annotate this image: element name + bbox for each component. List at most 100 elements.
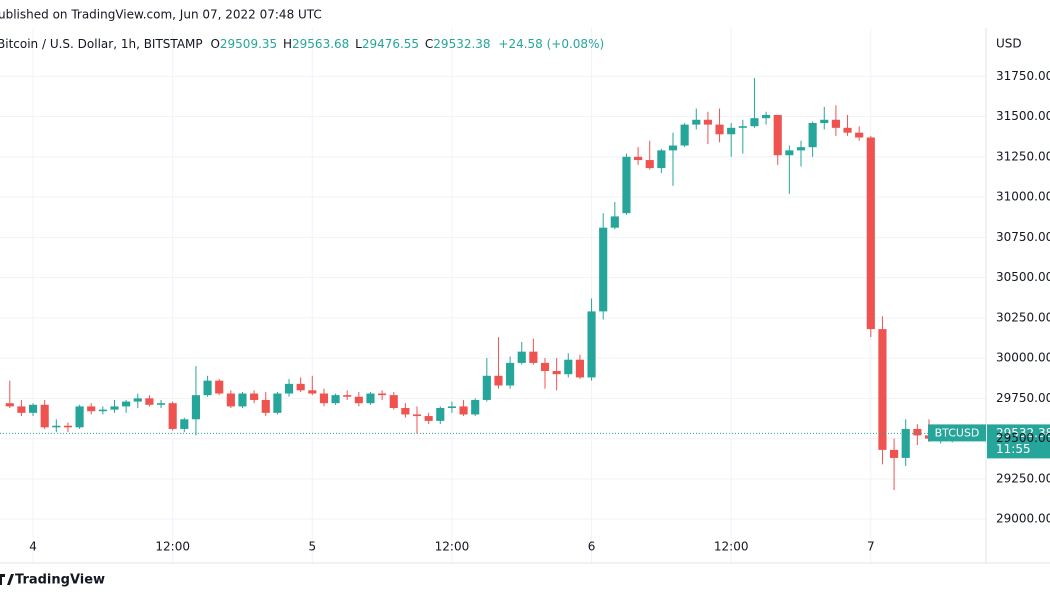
y-tick-label: 29500.00 <box>996 431 1050 445</box>
candle-body <box>145 398 154 405</box>
candle-body <box>110 406 119 410</box>
last-price-label: 29532.38 <box>996 426 1050 440</box>
candle-body <box>599 227 608 312</box>
candle-body <box>28 404 38 413</box>
symbol-tag-bg <box>928 424 986 442</box>
plot <box>0 77 986 491</box>
candle-body <box>855 132 864 138</box>
candle-body <box>866 137 875 330</box>
candle-body <box>471 399 480 415</box>
y-tick-label: 29250.00 <box>996 471 1050 485</box>
ohlc-value: 29532.38 <box>433 37 490 51</box>
candle-body <box>389 395 398 409</box>
candle-body <box>831 119 840 128</box>
ohlc-value: 29476.55 <box>362 37 419 51</box>
candle-body <box>63 425 73 428</box>
candle-body <box>610 216 619 228</box>
candle-body <box>738 126 747 128</box>
x-tick-label: 12:00 <box>714 540 749 554</box>
candle-body <box>133 398 142 402</box>
candle-body <box>354 396 363 404</box>
ohlc-key: C <box>425 37 433 51</box>
candle-body <box>156 403 166 405</box>
x-tick-label: 12:00 <box>435 540 470 554</box>
candle-body <box>913 428 922 436</box>
candle-body <box>808 123 817 148</box>
candle-body <box>378 393 387 396</box>
y-tick-label: 30250.00 <box>996 310 1050 324</box>
candle-body <box>319 393 329 404</box>
brand-logo: TradingView <box>0 573 105 588</box>
candle-body <box>98 409 107 412</box>
candle-body <box>308 390 317 394</box>
candle-body <box>191 395 201 420</box>
x-tick-label: 6 <box>588 540 596 554</box>
y-tick-label: 31750.00 <box>996 69 1050 83</box>
candle-body <box>494 375 503 386</box>
candle-body <box>226 393 235 407</box>
symbol-tag: BTCUSD <box>935 426 980 439</box>
candle-body <box>436 408 445 421</box>
candle-body <box>517 351 526 363</box>
candle-body <box>366 393 375 404</box>
candle-body <box>575 359 584 378</box>
symbol-title: Bitcoin / U.S. Dollar, 1h, BITSTAMP <box>0 37 203 51</box>
candle-body <box>703 119 712 125</box>
candle-body <box>296 383 305 391</box>
candle-body <box>622 156 631 214</box>
candle-body <box>284 383 294 394</box>
y-tick-label: 29000.00 <box>996 512 1050 526</box>
price-tag-bg <box>987 424 1050 459</box>
candle-body <box>87 406 96 412</box>
candle-body <box>168 403 177 429</box>
candle-body <box>657 150 666 169</box>
candle-body <box>447 406 456 409</box>
candle-body <box>401 408 410 415</box>
y-tick-label: 31250.00 <box>996 149 1050 163</box>
candle-body <box>680 124 689 146</box>
candle-body <box>796 147 806 151</box>
candle-body <box>564 359 573 375</box>
grid <box>0 28 986 563</box>
candle-body <box>645 160 654 169</box>
candle-body <box>890 449 899 458</box>
candle-body <box>40 404 49 428</box>
x-tick-label: 4 <box>29 540 37 554</box>
candle-body <box>506 362 515 386</box>
candle-body <box>529 351 538 363</box>
ohlc-key: O <box>210 37 219 51</box>
candle-body <box>715 124 724 135</box>
candle-body <box>250 393 259 400</box>
legend: Bitcoin / U.S. Dollar, 1h, BITSTAMP O295… <box>0 37 604 51</box>
ohlc-value: 29509.35 <box>220 37 277 51</box>
brand-name: TradingView <box>15 573 105 588</box>
candle-body <box>75 406 84 428</box>
candle-body <box>203 380 212 396</box>
candle-body <box>238 393 247 407</box>
candle-body <box>785 150 794 156</box>
y-tick-label: 31000.00 <box>996 190 1050 204</box>
y-tick-label: 30500.00 <box>996 270 1050 284</box>
y-axis-unit: USD <box>996 37 1022 51</box>
y-tick-label: 30000.00 <box>996 351 1050 365</box>
change-label: +24.58 (+0.08%) <box>498 37 604 51</box>
candle-body <box>901 428 910 458</box>
candle-body <box>261 399 270 413</box>
candle-body <box>273 393 282 413</box>
candle-body <box>692 119 701 125</box>
logo-mark <box>0 574 14 585</box>
ohlc-key: H <box>283 37 292 51</box>
candle-body <box>552 370 561 375</box>
candle-body <box>180 419 189 429</box>
candle-body <box>762 114 771 119</box>
candle-body <box>122 401 131 407</box>
candle-body <box>587 311 596 378</box>
candle-body <box>540 362 550 371</box>
ohlc-key: L <box>355 37 362 51</box>
price-tag: BTCUSD 29532.38 11:55 <box>928 424 1050 459</box>
candle-body <box>634 156 643 161</box>
y-tick-label: 30750.00 <box>996 230 1050 244</box>
candle-body <box>727 127 736 135</box>
